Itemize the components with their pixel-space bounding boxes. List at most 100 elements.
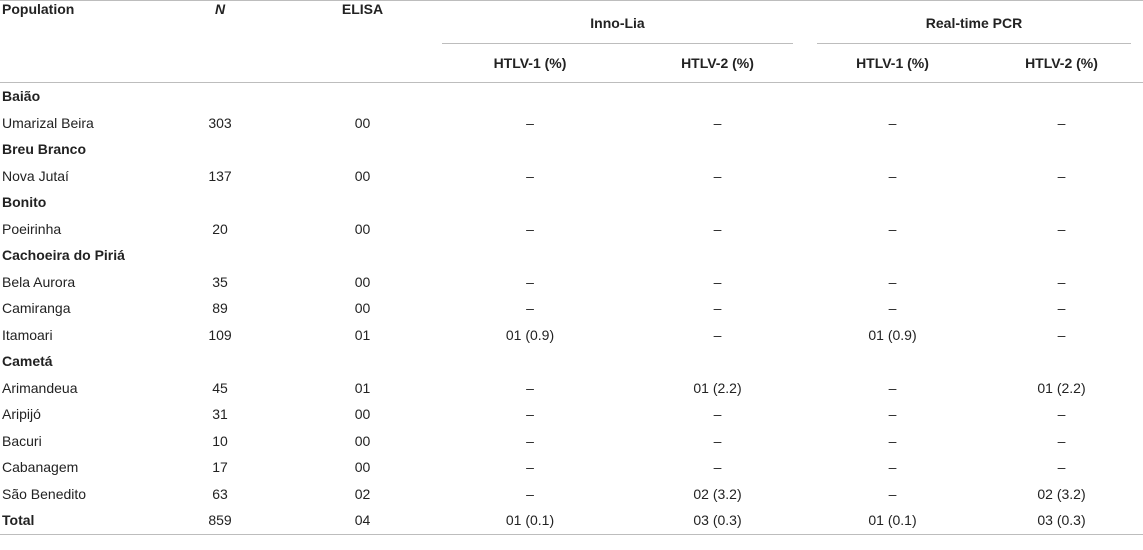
pcr-htlv2-cell	[980, 189, 1143, 216]
lia-htlv2-cell: –	[713, 300, 722, 317]
lia-htlv2-cell	[630, 348, 805, 375]
pcr-htlv1-cell: –	[888, 300, 897, 317]
header-row-2: HTLV-1 (%) HTLV-2 (%) HTLV-1 (%) HTLV-2 …	[0, 44, 1143, 83]
population-cell: Total	[0, 507, 145, 535]
elisa-cell	[295, 136, 430, 163]
lia-htlv2-cell: 01 (2.2)	[693, 379, 742, 396]
pcr-htlv2-cell: –	[1057, 406, 1066, 423]
pcr-htlv2-cell: 02 (3.2)	[1037, 485, 1086, 502]
n-cell: 89	[212, 300, 228, 317]
lia-htlv2-cell	[630, 83, 805, 110]
lia-htlv2-cell: –	[713, 406, 722, 423]
n-cell: 35	[212, 273, 228, 290]
pcr-htlv1-cell: –	[888, 114, 897, 131]
elisa-cell	[295, 189, 430, 216]
table-row: Nova Jutaí 137 00 – – – –	[0, 163, 1143, 190]
n-cell: 10	[212, 432, 228, 449]
pcr-htlv2-cell	[980, 242, 1143, 269]
lia-htlv1-cell: 01 (0.1)	[430, 507, 630, 535]
pcr-htlv1-cell: –	[888, 485, 897, 502]
population-cell: Itamoari	[2, 326, 53, 343]
table-row: São Benedito 63 02 – 02 (3.2) – 02 (3.2)	[0, 481, 1143, 508]
table-row: Cabanagem 17 00 – – – –	[0, 454, 1143, 481]
lia-htlv1-cell	[430, 189, 630, 216]
group-row: Cachoeira do Piriá	[0, 242, 1143, 269]
realtime-pcr-label: Real-time PCR	[925, 14, 1023, 31]
population-cell: Poeirinha	[2, 220, 62, 237]
population-cell: Nova Jutaí	[2, 167, 69, 184]
pcr-htlv2-cell: –	[1057, 326, 1066, 343]
pcr-htlv1-cell	[805, 242, 980, 269]
lia-htlv1-cell: –	[526, 459, 534, 476]
lia-htlv1-cell: –	[526, 432, 534, 449]
col-header-pcr-htlv2: HTLV-2 (%)	[980, 44, 1143, 83]
lia-htlv2-cell: –	[713, 220, 722, 237]
pcr-htlv2-cell	[980, 136, 1143, 163]
lia-htlv1-cell	[430, 136, 630, 163]
inno-lia-label: Inno-Lia	[590, 14, 645, 31]
table-row: Poeirinha 20 00 – – – –	[0, 216, 1143, 243]
header-spacer	[295, 44, 430, 83]
elisa-cell	[295, 83, 430, 110]
pcr-htlv1-cell	[805, 83, 980, 110]
elisa-cell: 00	[354, 459, 371, 476]
elisa-cell: 00	[354, 273, 371, 290]
table-row: Bela Aurora 35 00 – – – –	[0, 269, 1143, 296]
elisa-cell	[295, 348, 430, 375]
lia-htlv1-cell: –	[526, 379, 534, 396]
results-table: Population N ELISA Inno-Lia Real-time PC…	[0, 0, 1143, 535]
pcr-htlv1-cell: –	[888, 379, 897, 396]
lia-htlv1-cell: –	[526, 406, 534, 423]
pcr-htlv2-cell: –	[1057, 114, 1066, 131]
group-row: Bonito	[0, 189, 1143, 216]
pcr-htlv1-cell: 01 (0.1)	[805, 507, 980, 535]
pcr-htlv2-cell: 01 (2.2)	[1037, 379, 1086, 396]
population-cell: Bacuri	[2, 432, 42, 449]
population-cell: São Benedito	[2, 485, 87, 502]
n-cell	[145, 242, 295, 269]
table-row: Bacuri 10 00 – – – –	[0, 428, 1143, 455]
population-cell: Bela Aurora	[2, 273, 76, 290]
pcr-htlv1-cell: 01 (0.9)	[868, 326, 917, 343]
col-header-lia-htlv2: HTLV-2 (%)	[630, 44, 805, 83]
header-row-1: Population N ELISA Inno-Lia Real-time PC…	[0, 0, 1143, 44]
pcr-htlv1-cell: –	[888, 432, 897, 449]
pcr-htlv2-cell: –	[1057, 273, 1066, 290]
col-group-inno-lia: Inno-Lia	[430, 0, 805, 44]
table-body: Baião Umarizal Beira 303 00 – – – – Breu Branco N…	[0, 83, 1143, 535]
lia-htlv1-cell: –	[526, 167, 534, 184]
lia-htlv2-cell	[630, 136, 805, 163]
lia-htlv2-cell	[630, 189, 805, 216]
pcr-htlv2-cell: –	[1057, 167, 1066, 184]
lia-htlv2-cell: –	[713, 432, 722, 449]
pcr-htlv1-cell	[805, 348, 980, 375]
population-cell: Cametá	[2, 353, 53, 370]
pcr-htlv2-cell	[980, 348, 1143, 375]
n-cell: 109	[208, 326, 232, 343]
pcr-htlv2-cell: –	[1057, 459, 1066, 476]
pcr-htlv1-cell: –	[888, 406, 897, 423]
elisa-cell: 01	[354, 379, 371, 396]
population-cell: Cabanagem	[2, 459, 79, 476]
n-cell: 859	[145, 507, 295, 535]
lia-htlv1-cell: 01 (0.9)	[505, 326, 555, 343]
n-cell: 45	[212, 379, 228, 396]
n-cell: 20	[212, 220, 228, 237]
pcr-htlv2-cell: –	[1057, 300, 1066, 317]
population-cell: Umarizal Beira	[2, 114, 94, 131]
pcr-htlv1-cell: –	[888, 273, 897, 290]
lia-htlv2-cell: –	[713, 459, 722, 476]
group-row: Breu Branco	[0, 136, 1143, 163]
lia-htlv1-cell: –	[526, 485, 534, 502]
population-cell: Arimandeua	[2, 379, 78, 396]
pcr-htlv1-cell	[805, 136, 980, 163]
elisa-cell	[295, 242, 430, 269]
lia-htlv2-cell: –	[713, 273, 722, 290]
lia-htlv1-cell	[430, 348, 630, 375]
lia-htlv2-cell: –	[713, 114, 722, 131]
col-group-realtime-pcr: Real-time PCR	[805, 0, 1143, 44]
population-cell: Breu Branco	[2, 141, 87, 158]
lia-htlv2-cell	[630, 242, 805, 269]
elisa-cell: 02	[354, 485, 371, 502]
n-cell	[145, 83, 295, 110]
